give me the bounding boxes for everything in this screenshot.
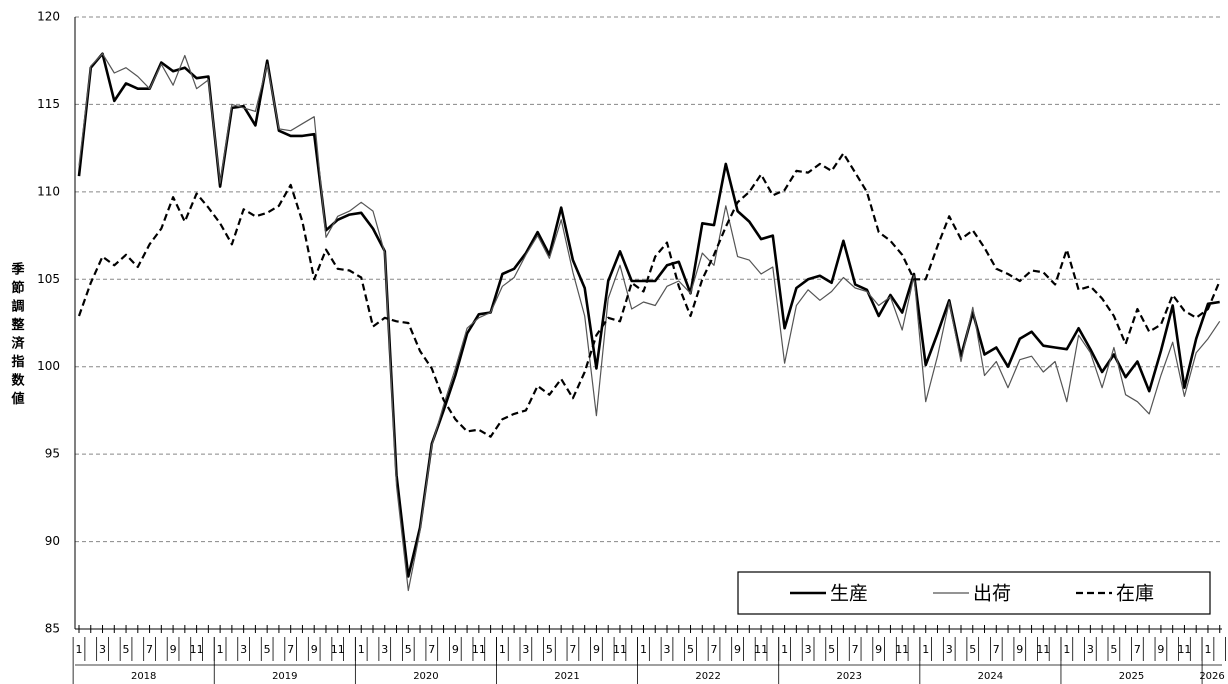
y-tick-label: 115 bbox=[37, 97, 60, 111]
y-axis-label-char: 整 bbox=[10, 317, 25, 333]
year-label: 2021 bbox=[554, 671, 579, 682]
x-tick-label: 9 bbox=[1016, 643, 1023, 656]
x-tick-label: 3 bbox=[946, 643, 953, 656]
year-label: 2020 bbox=[413, 671, 438, 682]
y-axis-label-char: 値 bbox=[10, 391, 24, 407]
series-line bbox=[78, 53, 1221, 592]
x-tick-label: 9 bbox=[452, 643, 459, 656]
year-label: 2024 bbox=[978, 671, 1003, 682]
x-tick-label: 3 bbox=[381, 643, 388, 656]
x-tick-label: 11 bbox=[1177, 643, 1191, 656]
x-tick-label: 11 bbox=[1036, 643, 1050, 656]
y-tick-label: 85 bbox=[45, 622, 60, 636]
x-tick-label: 11 bbox=[613, 643, 627, 656]
x-tick-label: 7 bbox=[287, 643, 294, 656]
x-tick-label: 5 bbox=[405, 643, 412, 656]
x-tick-label: 3 bbox=[522, 643, 529, 656]
y-tick-label: 120 bbox=[37, 10, 60, 24]
x-tick-label: 7 bbox=[428, 643, 435, 656]
x-tick-label: 1 bbox=[217, 643, 224, 656]
x-tick-label: 9 bbox=[170, 643, 177, 656]
x-tick-label: 1 bbox=[1204, 643, 1211, 656]
x-tick-label: 9 bbox=[311, 643, 318, 656]
x-tick-label: 3 bbox=[805, 643, 812, 656]
x-tick-label: 7 bbox=[569, 643, 576, 656]
x-tick-label: 11 bbox=[895, 643, 909, 656]
x-tick-label: 3 bbox=[664, 643, 671, 656]
x-tick-label: 5 bbox=[828, 643, 835, 656]
x-tick-label: 7 bbox=[711, 643, 718, 656]
year-label: 2018 bbox=[131, 671, 156, 682]
year-label: 2025 bbox=[1119, 671, 1144, 682]
x-tick-label: 9 bbox=[875, 643, 882, 656]
x-tick-label: 1 bbox=[499, 643, 506, 656]
x-tick-label: 5 bbox=[123, 643, 130, 656]
x-tick-label: 11 bbox=[472, 643, 486, 656]
y-tick-label: 105 bbox=[37, 272, 60, 286]
x-tick-label: 11 bbox=[190, 643, 204, 656]
y-axis-label-char: 済 bbox=[11, 336, 25, 352]
y-tick-label: 110 bbox=[37, 184, 60, 198]
year-label: 2023 bbox=[837, 671, 862, 682]
series-line bbox=[77, 152, 1221, 438]
x-tick-label: 1 bbox=[640, 643, 647, 656]
x-tick-label: 1 bbox=[76, 643, 83, 656]
x-tick-label: 11 bbox=[331, 643, 345, 656]
x-tick-label: 1 bbox=[922, 643, 929, 656]
x-tick-label: 5 bbox=[546, 643, 553, 656]
year-label: 2026 bbox=[1199, 671, 1224, 682]
legend-label: 出荷 bbox=[973, 583, 1011, 605]
x-tick-label: 9 bbox=[593, 643, 600, 656]
x-tick-label: 5 bbox=[687, 643, 694, 656]
y-tick-label: 95 bbox=[45, 447, 60, 461]
year-label: 2019 bbox=[272, 671, 297, 682]
y-tick-label: 90 bbox=[45, 534, 60, 548]
x-tick-label: 5 bbox=[264, 643, 271, 656]
year-label: 2022 bbox=[695, 671, 720, 682]
x-tick-label: 1 bbox=[1063, 643, 1070, 656]
y-axis-label-char: 節 bbox=[11, 280, 24, 296]
x-tick-label: 7 bbox=[993, 643, 1000, 656]
legend-label: 在庫 bbox=[1116, 583, 1154, 605]
x-tick-label: 7 bbox=[1134, 643, 1141, 656]
y-axis-label-char: 季 bbox=[10, 262, 24, 278]
y-axis-label-char: 数 bbox=[11, 373, 25, 389]
y-tick-label: 100 bbox=[37, 359, 60, 373]
x-tick-label: 7 bbox=[146, 643, 153, 656]
y-axis-label-char: 指 bbox=[11, 354, 24, 370]
x-tick-label: 9 bbox=[734, 643, 741, 656]
x-tick-label: 1 bbox=[781, 643, 788, 656]
x-tick-label: 5 bbox=[969, 643, 976, 656]
legend-label: 生産 bbox=[830, 583, 868, 605]
x-tick-label: 11 bbox=[754, 643, 768, 656]
x-tick-label: 7 bbox=[852, 643, 859, 656]
x-tick-label: 5 bbox=[1110, 643, 1117, 656]
x-tick-label: 3 bbox=[240, 643, 247, 656]
y-axis-label-char: 調 bbox=[11, 299, 24, 315]
x-tick-label: 3 bbox=[99, 643, 106, 656]
x-tick-label: 1 bbox=[358, 643, 365, 656]
x-tick-label: 9 bbox=[1157, 643, 1164, 656]
x-tick-label: 3 bbox=[1087, 643, 1094, 656]
